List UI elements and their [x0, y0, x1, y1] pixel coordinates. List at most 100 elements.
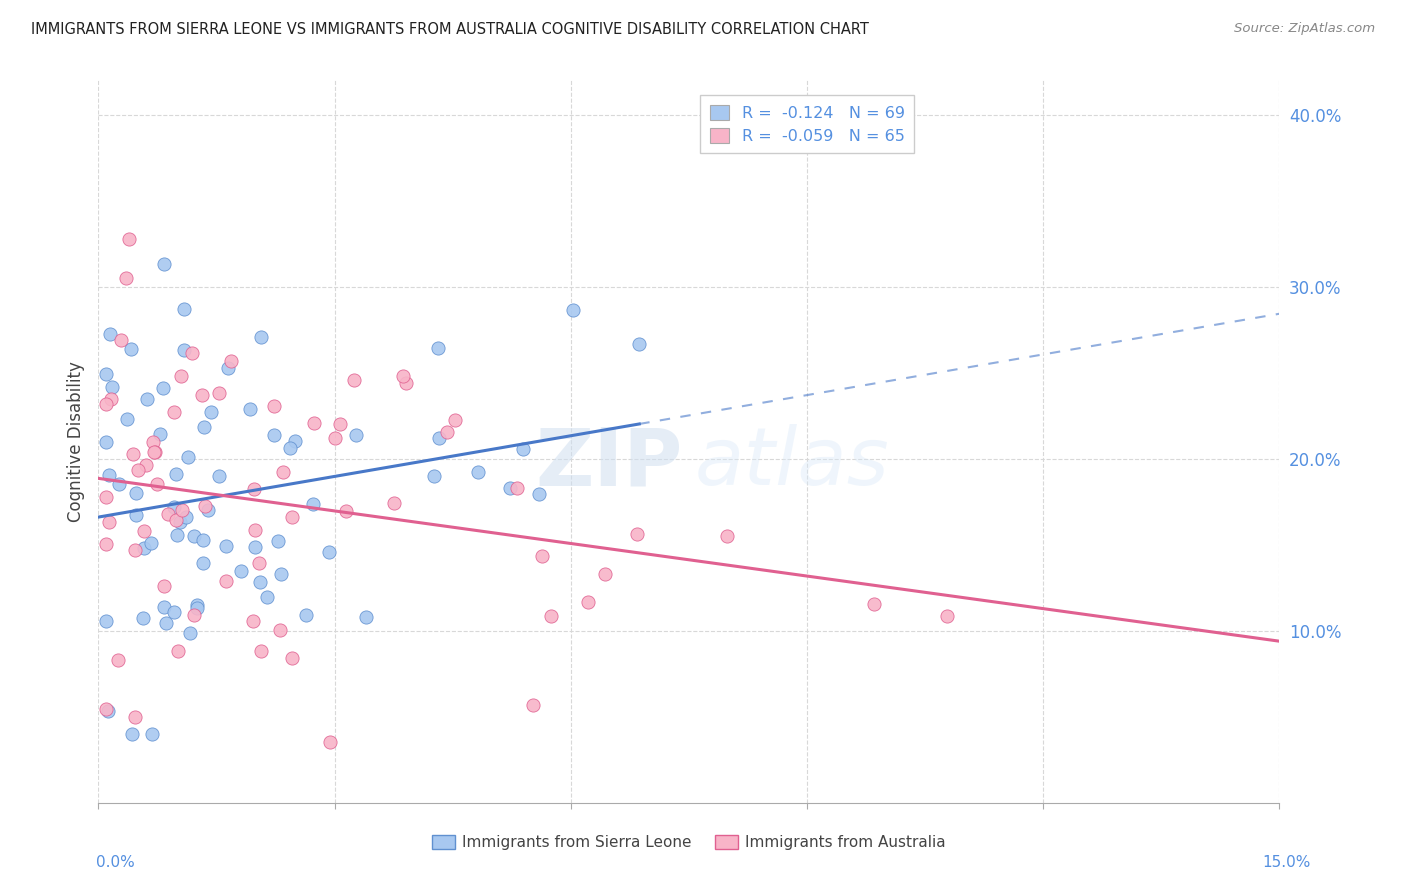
Point [173, 301, 195, 316]
Point [183, 607, 205, 622]
Point [218, 360, 240, 375]
Point [263, 399, 285, 413]
Point [576, 595, 599, 609]
Point [215, 539, 238, 553]
Point [427, 431, 450, 445]
Point [96, 537, 118, 551]
Point [98, 327, 121, 342]
Point [96, 367, 118, 381]
Point [96, 615, 118, 629]
Point [98, 468, 121, 483]
Text: 0.0%: 0.0% [96, 855, 135, 870]
Point [191, 388, 214, 402]
Point [115, 270, 138, 285]
Point [249, 575, 271, 590]
Point [186, 601, 208, 615]
Point [165, 513, 187, 527]
Point [118, 232, 141, 246]
Point [163, 606, 186, 620]
Point [239, 401, 262, 416]
Point [127, 463, 149, 477]
Point [208, 468, 231, 483]
Text: IMMIGRANTS FROM SIERRA LEONE VS IMMIGRANTS FROM AUSTRALIA COGNITIVE DISABILITY C: IMMIGRANTS FROM SIERRA LEONE VS IMMIGRAN… [31, 22, 869, 37]
Point [250, 329, 273, 343]
Point [96, 397, 118, 411]
Point [444, 412, 467, 426]
Point [101, 379, 124, 393]
Point [329, 417, 352, 431]
Point [125, 486, 148, 500]
Point [173, 343, 195, 358]
Point [219, 354, 242, 368]
Point [122, 447, 145, 461]
Point [143, 445, 166, 459]
Point [166, 528, 188, 542]
Point [343, 373, 366, 387]
Point [302, 497, 325, 511]
Point [163, 500, 186, 514]
Legend: R =  -0.124   N = 69, R =  -0.059   N = 65: R = -0.124 N = 69, R = -0.059 N = 65 [700, 95, 914, 153]
Point [157, 507, 180, 521]
Text: 15.0%: 15.0% [1263, 855, 1310, 870]
Point [229, 564, 252, 578]
Point [143, 445, 166, 459]
Point [124, 508, 146, 522]
Point [170, 503, 193, 517]
Point [174, 510, 197, 524]
Point [427, 341, 450, 355]
Point [716, 529, 738, 543]
Point [242, 614, 264, 628]
Point [628, 337, 651, 351]
Point [107, 653, 129, 667]
Point [153, 600, 176, 615]
Point [278, 441, 301, 455]
Point [193, 556, 215, 570]
Point [512, 442, 534, 457]
Point [208, 386, 231, 401]
Point [269, 623, 291, 637]
Point [295, 607, 318, 622]
Point [540, 609, 562, 624]
Point [302, 416, 325, 430]
Point [139, 536, 162, 550]
Text: Source: ZipAtlas.com: Source: ZipAtlas.com [1234, 22, 1375, 36]
Point [936, 609, 959, 624]
Point [863, 598, 886, 612]
Point [323, 431, 346, 445]
Point [96, 490, 118, 504]
Point [335, 503, 357, 517]
Point [245, 523, 267, 537]
Point [263, 428, 285, 442]
Point [97, 704, 120, 718]
Point [267, 533, 290, 548]
Point [270, 567, 292, 582]
Point [193, 533, 215, 547]
Point [167, 643, 190, 657]
Point [194, 499, 217, 513]
Point [115, 411, 138, 425]
Point [186, 599, 208, 613]
Point [96, 702, 118, 716]
Point [124, 710, 146, 724]
Point [110, 333, 132, 347]
Point [197, 502, 219, 516]
Text: ZIP: ZIP [536, 425, 683, 502]
Point [165, 467, 187, 481]
Point [193, 419, 215, 434]
Point [179, 626, 201, 640]
Point [247, 557, 270, 571]
Point [124, 542, 146, 557]
Point [200, 404, 222, 418]
Point [467, 465, 489, 479]
Point [134, 541, 156, 556]
Point [243, 541, 266, 555]
Point [132, 611, 155, 625]
Point [382, 496, 405, 510]
Point [284, 434, 307, 448]
Point [181, 345, 204, 359]
Point [134, 524, 156, 539]
Point [146, 476, 169, 491]
Point [177, 450, 200, 464]
Point [170, 369, 193, 384]
Point [354, 610, 377, 624]
